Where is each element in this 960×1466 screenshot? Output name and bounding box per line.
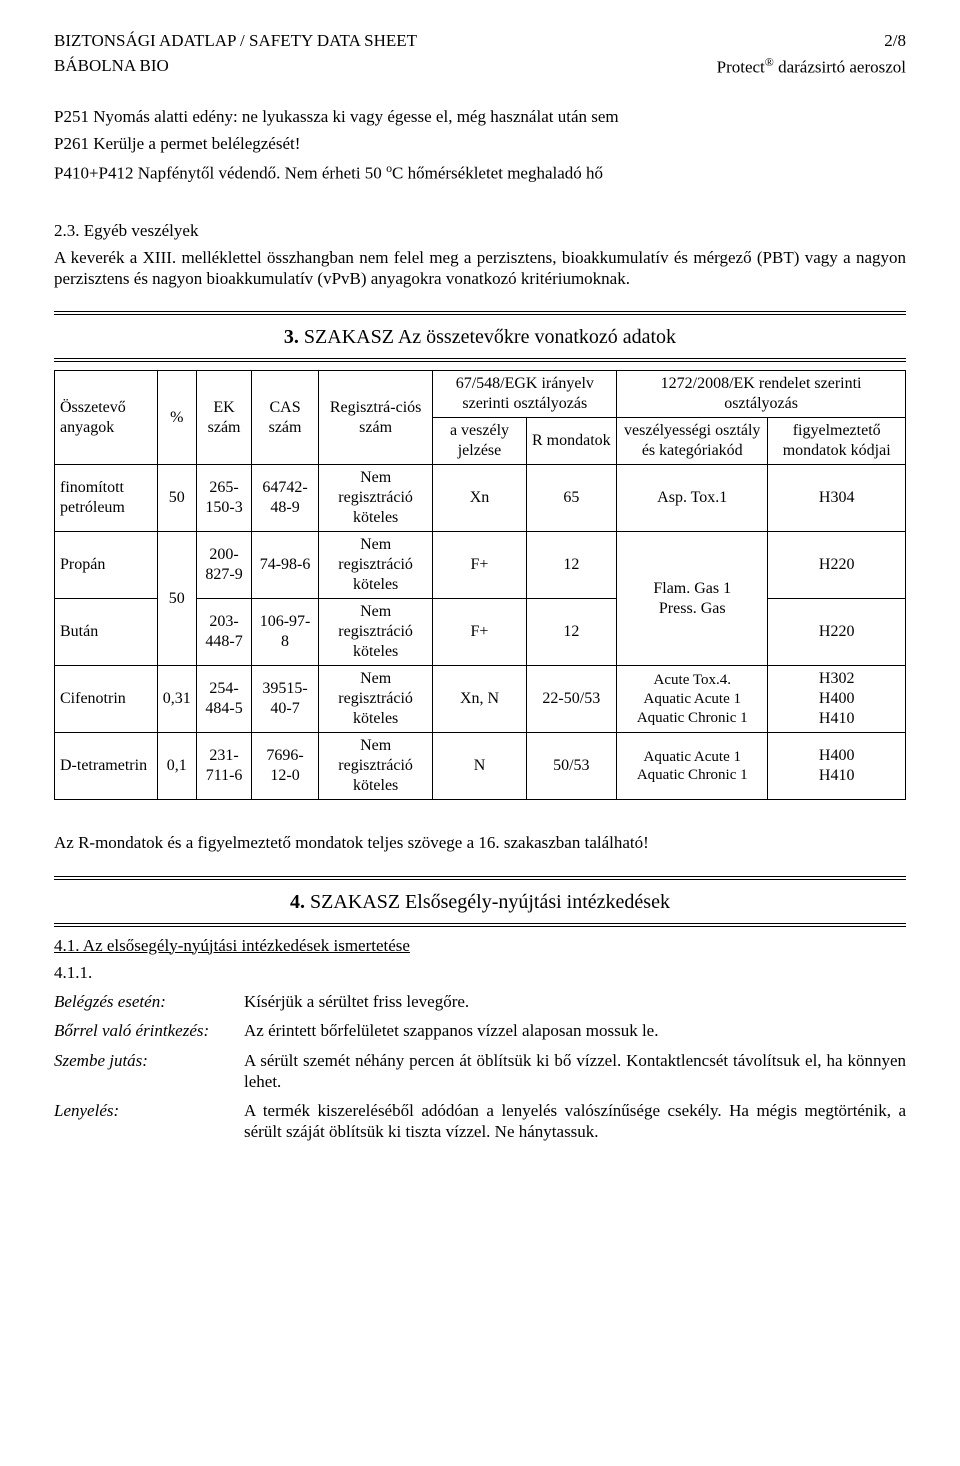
cell: H400 H410 bbox=[768, 733, 906, 800]
def-val-inhale: Kísérjük a sérültet friss levegőre. bbox=[244, 991, 906, 1012]
cell: 22-50/53 bbox=[526, 666, 617, 733]
section3-title-text: SZAKASZ Az összetevőkre vonatkozó adatok bbox=[304, 326, 676, 348]
def-row: Belégzés esetén: Kísérjük a sérültet fri… bbox=[54, 991, 906, 1012]
table-row: Propán 50 200-827-9 74-98-6 Nem regisztr… bbox=[55, 532, 906, 599]
p410-pre: P410+P412 Napfénytől védendő. Nem érheti… bbox=[54, 163, 386, 182]
cell: Asp. Tox.1 bbox=[617, 465, 768, 532]
th-dir: 67/548/EGK irányelv szerinti osztályozás bbox=[433, 371, 617, 418]
section3-num: 3. bbox=[284, 326, 304, 348]
cell: H220 bbox=[768, 532, 906, 599]
section4-num: 4. bbox=[290, 891, 310, 913]
cell: 231-711-6 bbox=[196, 733, 252, 800]
cell: 0,1 bbox=[157, 733, 196, 800]
cell: Aquatic Acute 1 Aquatic Chronic 1 bbox=[617, 733, 768, 800]
cell: 64742-48-9 bbox=[252, 465, 318, 532]
section3-footnote: Az R-mondatok és a figyelmeztető mondato… bbox=[54, 832, 906, 853]
cell: H220 bbox=[768, 599, 906, 666]
cell: Cifenotrin bbox=[55, 666, 158, 733]
def-label-eye: Szembe jutás: bbox=[54, 1050, 244, 1093]
cell: 50 bbox=[157, 532, 196, 666]
th-hazard: a veszély jelzése bbox=[433, 418, 526, 465]
product-name-pre: Protect bbox=[717, 58, 765, 77]
table-row: Cifenotrin 0,31 254-484-5 39515-40-7 Nem… bbox=[55, 666, 906, 733]
cell: 12 bbox=[526, 599, 617, 666]
cell: H302 H400 H410 bbox=[768, 666, 906, 733]
s23-body: A keverék a XIII. melléklettel összhangb… bbox=[54, 247, 906, 290]
def-val-skin: Az érintett bőrfelületet szappanos vízze… bbox=[244, 1020, 906, 1041]
cell: Xn, N bbox=[433, 666, 526, 733]
def-row: Bőrrel való érintkezés: Az érintett bőrf… bbox=[54, 1020, 906, 1041]
header-right-2: Protect® darázsirtó aeroszol bbox=[717, 55, 906, 78]
cell: 39515-40-7 bbox=[252, 666, 318, 733]
cell: H304 bbox=[768, 465, 906, 532]
cell: finomított petróleum bbox=[55, 465, 158, 532]
cell: 65 bbox=[526, 465, 617, 532]
th-rphr: R mondatok bbox=[526, 418, 617, 465]
def-row: Lenyelés: A termék kiszereléséből adódóa… bbox=[54, 1100, 906, 1143]
section4-title-text: SZAKASZ Elsősegély-nyújtási intézkedések bbox=[310, 891, 670, 913]
cell: F+ bbox=[433, 532, 526, 599]
cell: 200-827-9 bbox=[196, 532, 252, 599]
cell: 50/53 bbox=[526, 733, 617, 800]
cell: 50 bbox=[157, 465, 196, 532]
cell: 254-484-5 bbox=[196, 666, 252, 733]
th-component: Összetevő anyagok bbox=[55, 371, 158, 465]
cell: Flam. Gas 1 Press. Gas bbox=[617, 532, 768, 666]
th-hazclass: veszélyességi osztály és kategóriakód bbox=[617, 418, 768, 465]
registered-icon: ® bbox=[765, 55, 774, 69]
cell: Nem regisztráció köteles bbox=[318, 532, 433, 599]
cell: D-tetrametrin bbox=[55, 733, 158, 800]
p410-text: P410+P412 Napfénytől védendő. Nem érheti… bbox=[54, 161, 906, 184]
cell: Nem regisztráció köteles bbox=[318, 599, 433, 666]
th-cas: CAS szám bbox=[252, 371, 318, 465]
def-val-ingest: A termék kiszereléséből adódóan a lenyel… bbox=[244, 1100, 906, 1143]
def-label-ingest: Lenyelés: bbox=[54, 1100, 244, 1143]
def-row: Szembe jutás: A sérült szemét néhány per… bbox=[54, 1050, 906, 1093]
s411-heading: 4.1.1. bbox=[54, 962, 906, 983]
cell: 74-98-6 bbox=[252, 532, 318, 599]
cell: 106-97-8 bbox=[252, 599, 318, 666]
cell: Bután bbox=[55, 599, 158, 666]
cell: Xn bbox=[433, 465, 526, 532]
table-row: D-tetrametrin 0,1 231-711-6 7696-12-0 Ne… bbox=[55, 733, 906, 800]
cell: Nem regisztráció köteles bbox=[318, 733, 433, 800]
section3-title: 3. SZAKASZ Az összetevőkre vonatkozó ada… bbox=[54, 325, 906, 350]
th-ek: EK szám bbox=[196, 371, 252, 465]
s41-heading: 4.1. Az elsősegély-nyújtási intézkedések… bbox=[54, 935, 906, 956]
cell: Acute Tox.4. Aquatic Acute 1 Aquatic Chr… bbox=[617, 666, 768, 733]
cell: 0,31 bbox=[157, 666, 196, 733]
th-reg: Regisztrá-ciós szám bbox=[318, 371, 433, 465]
def-label-inhale: Belégzés esetén: bbox=[54, 991, 244, 1012]
header-left-1: BIZTONSÁGI ADATLAP / SAFETY DATA SHEET bbox=[54, 30, 417, 51]
cell: 203-448-7 bbox=[196, 599, 252, 666]
page-number: 2/8 bbox=[884, 30, 906, 51]
cell: F+ bbox=[433, 599, 526, 666]
cell: Nem regisztráció köteles bbox=[318, 465, 433, 532]
th-ec: 1272/2008/EK rendelet szerinti osztályoz… bbox=[617, 371, 906, 418]
p410-post: C hőmérsékletet meghaladó hő bbox=[392, 163, 603, 182]
p261-text: P261 Kerülje a permet belélegzését! bbox=[54, 133, 906, 154]
section4-title: 4. SZAKASZ Elsősegély-nyújtási intézkedé… bbox=[54, 890, 906, 915]
th-pct: % bbox=[157, 371, 196, 465]
def-val-eye: A sérült szemét néhány percen át öblítsü… bbox=[244, 1050, 906, 1093]
p251-text: P251 Nyomás alatti edény: ne lyukassza k… bbox=[54, 106, 906, 127]
s23-heading: 2.3. Egyéb veszélyek bbox=[54, 220, 906, 241]
table-row: finomított petróleum 50 265-150-3 64742-… bbox=[55, 465, 906, 532]
cell: 7696-12-0 bbox=[252, 733, 318, 800]
cell: Nem regisztráció köteles bbox=[318, 666, 433, 733]
cell: N bbox=[433, 733, 526, 800]
header-left-2: BÁBOLNA BIO bbox=[54, 55, 169, 78]
th-hcodes: figyelmeztető mondatok kódjai bbox=[768, 418, 906, 465]
def-label-skin: Bőrrel való érintkezés: bbox=[54, 1020, 244, 1041]
cell: 265-150-3 bbox=[196, 465, 252, 532]
product-name-post: darázsirtó aeroszol bbox=[774, 58, 906, 77]
composition-table: Összetevő anyagok % EK szám CAS szám Reg… bbox=[54, 370, 906, 800]
cell: 12 bbox=[526, 532, 617, 599]
cell: Propán bbox=[55, 532, 158, 599]
